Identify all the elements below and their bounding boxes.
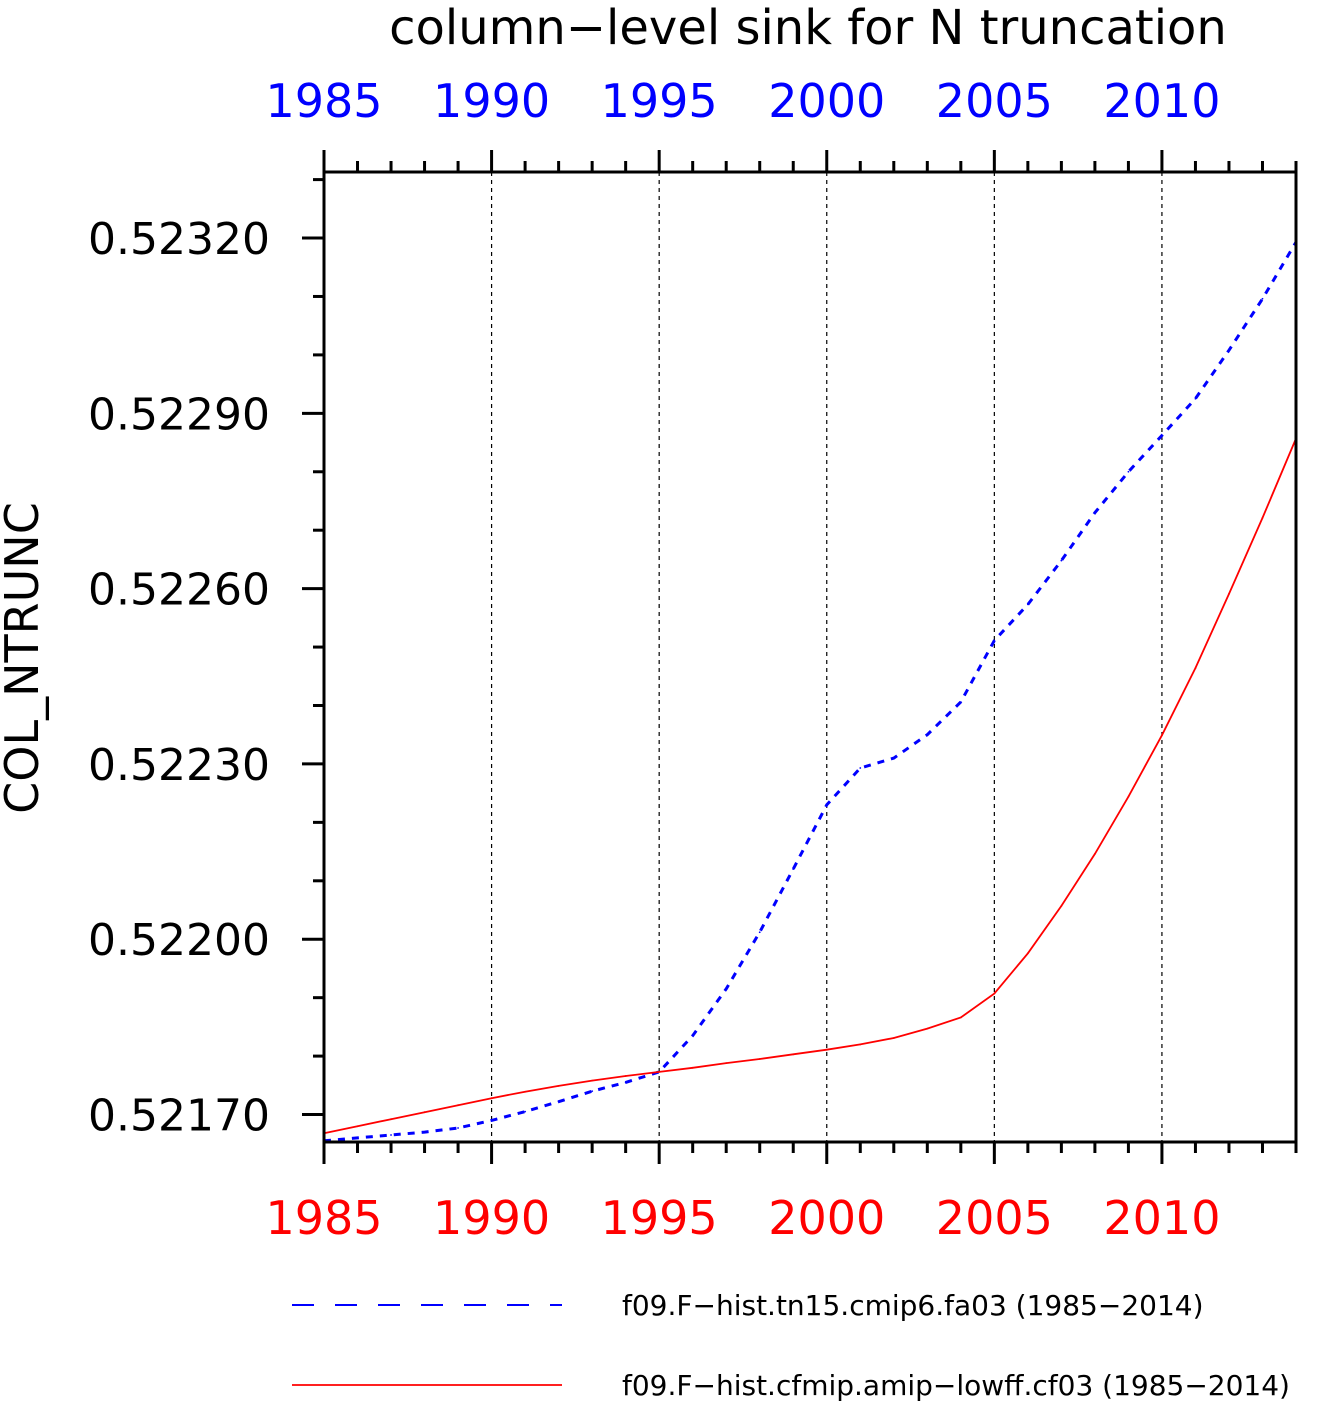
series-2-point-2002: [892, 1037, 895, 1039]
series-1-point-2000: [825, 803, 828, 806]
series-2-point-1988: [423, 1111, 426, 1114]
x-tick-label-bottom-1995: 1995: [601, 1191, 718, 1245]
series-1-point-2013: [1261, 297, 1264, 300]
y-tick-label-0.52320: 0.52320: [88, 214, 270, 265]
series-2-point-1997: [725, 1062, 728, 1065]
series-2-point-1995: [658, 1070, 661, 1073]
series-2-point-2006: [1026, 952, 1029, 955]
plot-frame: [322, 170, 1298, 1144]
series-2-point-1992: [557, 1085, 560, 1087]
x-tick-label-top-2005: 2005: [936, 74, 1053, 128]
series-1-point-1991: [524, 1110, 527, 1113]
series-2-point-2001: [859, 1043, 862, 1046]
series-line-2: [323, 438, 1297, 1135]
series-2-point-1994: [624, 1075, 627, 1077]
series-2-point-2007: [1060, 905, 1063, 907]
series-1-point-1999: [792, 868, 795, 871]
y-tick-label-0.52200: 0.52200: [88, 915, 270, 966]
legend: f09.F−hist.tn15.cmip6.fa03 (1985−2014) f0…: [292, 1289, 1290, 1402]
series-1-point-1998: [758, 931, 761, 934]
legend-label-2: f09.F−hist.cfmip.amip−lowff.cf03 (1985−2…: [622, 1369, 1290, 1402]
series-2-point-2010: [1161, 734, 1163, 737]
series-1-point-2002: [892, 757, 895, 759]
series-2-point-2003: [926, 1027, 929, 1030]
series-1-point-2008: [1093, 511, 1096, 514]
y-tick-label-0.52290: 0.52290: [88, 389, 270, 440]
series-2-point-1986: [356, 1125, 359, 1128]
x-tick-label-top-1990: 1990: [433, 74, 550, 128]
y-axis-label: COL_NTRUNC: [0, 502, 49, 814]
series-1-point-2007: [1060, 559, 1063, 562]
series-1-point-2011: [1194, 397, 1197, 400]
series-1-point-1992: [557, 1100, 560, 1103]
x-tick-label-bottom-2010: 2010: [1103, 1191, 1220, 1245]
x-tick-label-bottom-2000: 2000: [768, 1191, 885, 1245]
y-tick-label-0.52170: 0.52170: [88, 1091, 270, 1142]
series-2-point-1999: [792, 1053, 795, 1056]
series-1-point-1996: [691, 1034, 694, 1037]
series-layer: [323, 241, 1298, 1143]
x-tick-label-bottom-1985: 1985: [265, 1191, 382, 1245]
series-2-point-1996: [691, 1066, 694, 1069]
series-2-point-1991: [524, 1090, 527, 1093]
series-2-point-1987: [390, 1118, 392, 1121]
series-2-point-2000: [825, 1048, 828, 1051]
series-1-point-2005: [993, 639, 996, 642]
series-2-point-2011: [1194, 667, 1197, 670]
series-1-point-1987: [390, 1134, 392, 1136]
y-tick-label-0.52230: 0.52230: [88, 740, 270, 791]
chart-title: column−level sink for N truncation: [389, 0, 1227, 56]
ticks-layer: [302, 150, 1298, 1164]
series-1-point-1986: [356, 1137, 359, 1139]
series-2-point-1993: [591, 1079, 594, 1082]
x-tick-label-bottom-1990: 1990: [433, 1191, 550, 1245]
legend-label-1: f09.F−hist.tn15.cmip6.fa03 (1985−2014): [622, 1289, 1204, 1322]
series-1-point-1994: [624, 1081, 627, 1084]
series-2-point-1998: [758, 1058, 761, 1060]
tick-labels: 1985 1985 1990 1990 1995 1995 2000 2000 2005 2005…: [88, 74, 1220, 1245]
gridlines: [490, 172, 1163, 1142]
series-2-point-2013: [1261, 517, 1264, 519]
series-2-point-2009: [1127, 795, 1130, 798]
series-1-point-1990: [490, 1119, 493, 1122]
series-1-point-1989: [457, 1127, 459, 1129]
y-tick-label-0.52260: 0.52260: [88, 565, 270, 616]
series-1-point-2006: [1026, 603, 1029, 606]
series-1-point-2009: [1127, 470, 1130, 473]
series-line-1: [323, 241, 1298, 1143]
series-1-point-2010: [1161, 434, 1163, 437]
series-2-point-2005: [993, 992, 996, 995]
series-1-point-1988: [423, 1131, 426, 1133]
series-2-point-2012: [1228, 592, 1230, 595]
series-2-point-1989: [457, 1104, 459, 1107]
x-tick-label-top-1985: 1985: [265, 74, 382, 128]
series-1-point-2004: [959, 701, 962, 703]
series-1-point-2012: [1228, 349, 1230, 352]
x-tick-label-top-2010: 2010: [1103, 74, 1220, 128]
series-1-point-2001: [859, 767, 862, 769]
x-tick-label-top-1995: 1995: [601, 74, 718, 128]
series-2-point-2008: [1093, 853, 1096, 855]
series-1-point-2003: [926, 733, 929, 736]
x-tick-label-bottom-2005: 2005: [936, 1191, 1053, 1245]
series-2-point-1990: [490, 1097, 493, 1100]
series-1-point-1993: [591, 1090, 594, 1093]
series-1-point-1997: [725, 988, 728, 990]
x-tick-label-top-2000: 2000: [768, 74, 885, 128]
series-2-point-2004: [959, 1016, 962, 1019]
